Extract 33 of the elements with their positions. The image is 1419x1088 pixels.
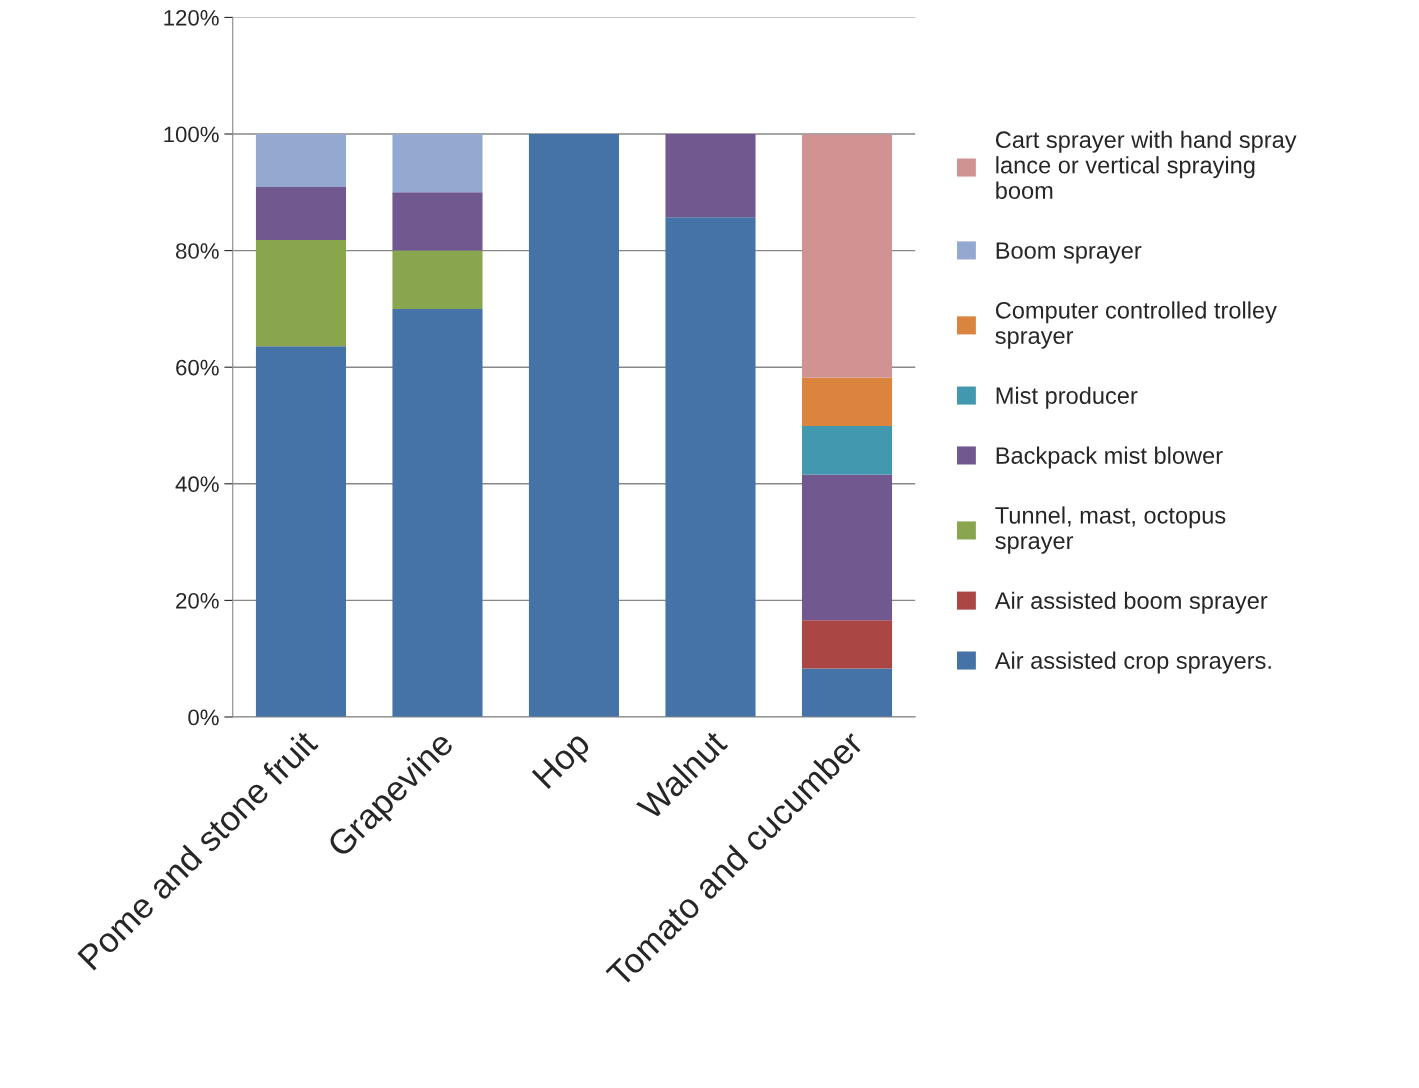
y-tick-label: 40% xyxy=(175,476,219,493)
x-tick-label: Hop xyxy=(531,730,596,795)
legend-label: Air assisted boom sprayer xyxy=(994,591,1268,614)
bar xyxy=(801,377,893,427)
bar xyxy=(665,134,756,218)
y-tick-label: 120% xyxy=(164,9,219,26)
y-tick-label: 20% xyxy=(176,592,219,609)
bar xyxy=(801,668,893,717)
legend-label: Boom sprayer xyxy=(996,242,1142,264)
legend-label: Computer controlled trolley sprayer xyxy=(995,301,1277,349)
bar xyxy=(255,187,347,241)
bar xyxy=(801,474,893,621)
bar xyxy=(801,134,893,378)
legend-label: Backpack mist blower xyxy=(996,446,1223,469)
bar xyxy=(392,134,483,193)
legend-label: Mist producer xyxy=(996,386,1138,409)
bar xyxy=(255,134,347,188)
bar xyxy=(801,620,893,669)
legend-label: Air assisted crop sprayers. xyxy=(994,651,1271,674)
y-tick-label: 0% xyxy=(188,709,219,726)
bar xyxy=(665,217,756,717)
y-tick-label: 60% xyxy=(176,359,219,376)
bar xyxy=(255,240,347,347)
bar xyxy=(801,426,893,475)
bar xyxy=(392,192,483,251)
y-tick-label: 80% xyxy=(176,243,219,259)
bar xyxy=(392,308,483,717)
legend-label: Cart sprayer with hand spray lance or vertical spraying boom xyxy=(995,130,1297,199)
bar xyxy=(528,134,620,717)
y-tick-label: 100% xyxy=(164,126,219,143)
bar xyxy=(392,250,483,309)
bar xyxy=(255,346,347,717)
legend-label: Tunnel, mast, octopus sprayer xyxy=(995,506,1226,554)
